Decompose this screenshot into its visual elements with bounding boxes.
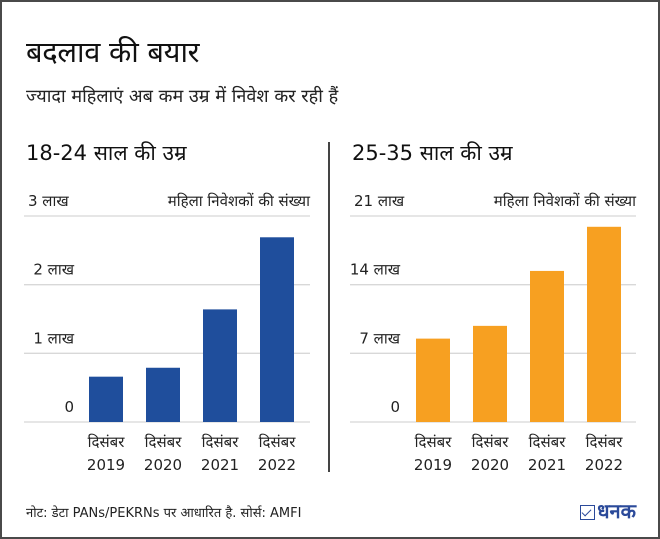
brand-name: धनक [597,499,636,523]
legend-label: महिला निवेशकों की संख्या [168,192,311,210]
y-tick-label: 21 लाख [354,192,405,210]
bar [416,338,450,422]
y-tick-label: 7 लाख [359,329,400,347]
x-tick-label-month: दिसंबर [88,433,126,451]
left-chart-title: 18-24 साल की उम्र [26,141,187,165]
bar [587,226,621,422]
right-chart: 0 7 लाख 14 लाख 21 लाख महिला निवेशकों की संख्… [350,192,637,474]
x-tick-label-month: दिसंबर [202,433,240,451]
x-tick-label-month: दिसंबर [145,433,183,451]
y-tick-label: 0 [64,398,74,416]
left-chart: 0 1 लाख 2 लाख 3 लाख महिला निवेशकों की संख्या… [24,192,311,474]
x-tick-label-year: 2022 [258,456,296,474]
bar [203,309,237,422]
x-tick-label-month: दिसंबर [472,433,510,451]
page-subtitle: ज्यादा महिलाएं अब कम उम्र में निवेश कर र… [26,86,339,107]
x-tick-label-year: 2019 [87,456,125,474]
y-tick-label: 3 लाख [28,192,69,210]
bar [260,237,294,422]
x-tick-label-month: दिसंबर [529,433,567,451]
brand-logo: धनक [580,497,636,524]
bar [89,376,123,422]
x-tick-label-month: दिसंबर [259,433,297,451]
y-tick-label: 2 लाख [33,261,74,279]
bar [473,325,507,422]
x-tick-label-year: 2020 [471,456,509,474]
page-title: बदलाव की बयार [26,35,200,69]
checkbox-icon [580,505,596,520]
x-tick-label-year: 2019 [414,456,452,474]
bar [530,270,564,422]
y-tick-label: 14 लाख [350,261,401,279]
right-chart-title: 25-35 साल की उम्र [352,141,513,165]
panel-divider [328,142,330,472]
y-tick-label: 1 लाख [33,329,74,347]
x-tick-label-year: 2021 [201,456,239,474]
bar [146,367,180,422]
legend-label: महिला निवेशकों की संख्या [494,192,637,210]
x-tick-label-month: दिसंबर [586,433,624,451]
y-tick-label: 0 [390,398,400,416]
x-tick-label-year: 2020 [144,456,182,474]
x-tick-label-year: 2021 [528,456,566,474]
x-tick-label-month: दिसंबर [415,433,453,451]
footnote: नोट: डेटा PANs/PEKRNs पर आधारित है. सोर्… [26,506,302,521]
x-tick-label-year: 2022 [585,456,623,474]
